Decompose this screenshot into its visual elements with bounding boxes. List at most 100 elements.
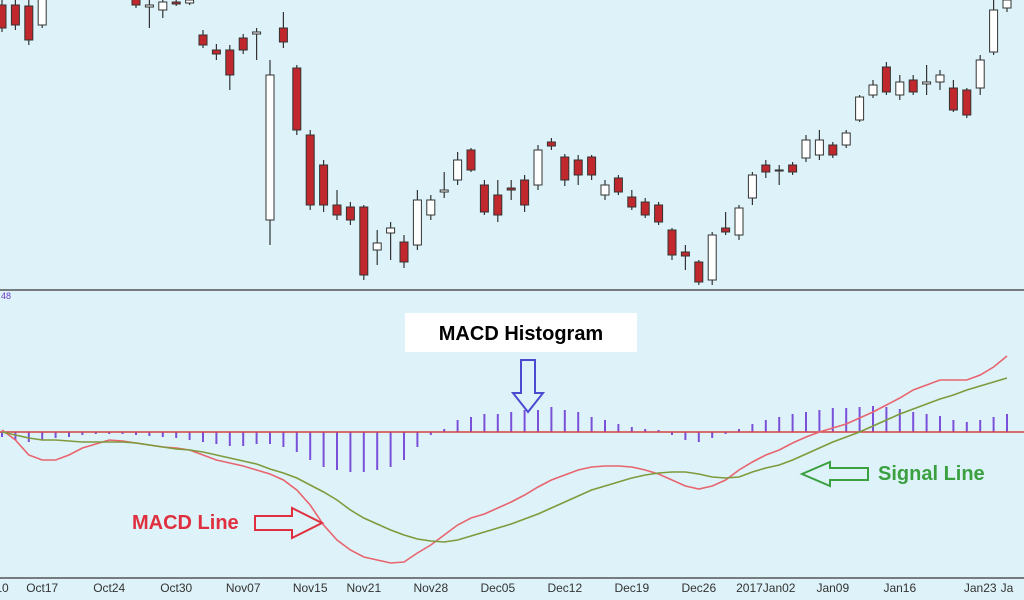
x-tick-label: Dec19 xyxy=(614,581,649,595)
candle-body xyxy=(828,144,838,156)
candle-body xyxy=(24,5,34,41)
candle-body xyxy=(747,174,757,199)
candle-body xyxy=(546,141,556,147)
macd-panel xyxy=(0,355,1024,564)
candle-body xyxy=(37,0,47,26)
candle-body xyxy=(292,67,302,131)
candle-body xyxy=(493,194,503,216)
candle-body xyxy=(238,37,248,51)
x-tick-label: Dec05 xyxy=(480,581,515,595)
candle-body xyxy=(694,261,704,283)
candle-body xyxy=(975,59,985,89)
candle-body xyxy=(680,251,690,257)
candle-body xyxy=(305,134,315,206)
corner-label: 48 xyxy=(1,291,11,301)
x-tick-label: Nov21 xyxy=(346,581,381,595)
candle-body xyxy=(908,79,918,93)
candle-body xyxy=(520,179,530,206)
candle-body xyxy=(587,156,597,176)
candle-body xyxy=(439,189,449,193)
candle-body xyxy=(412,199,422,246)
candle-body xyxy=(560,156,570,181)
candle-body xyxy=(788,164,798,173)
candle-body xyxy=(319,164,329,206)
candle-body xyxy=(506,187,516,191)
candle-body xyxy=(265,74,275,221)
arrow-signal-line xyxy=(799,460,869,488)
x-tick-label: Oct30 xyxy=(160,581,192,595)
x-tick-label: Dec12 xyxy=(547,581,582,595)
x-tick-label: Nov07 xyxy=(226,581,261,595)
annotation-macd-line: MACD Line xyxy=(132,512,239,534)
candle-body xyxy=(895,81,905,96)
candle-body xyxy=(600,184,610,196)
candle-body xyxy=(761,164,771,173)
candle-body xyxy=(721,227,731,233)
candle-body xyxy=(774,169,784,172)
x-tick-label: Jan23 xyxy=(964,581,997,595)
annotation-signal-line: Signal Line xyxy=(878,463,985,485)
annotation-histogram: MACD Histogram xyxy=(439,323,603,345)
candle-body xyxy=(158,1,168,11)
candle-body xyxy=(841,132,851,146)
candle-body xyxy=(801,139,811,159)
x-tick-label: Ja xyxy=(1001,581,1014,595)
candle-body xyxy=(935,74,945,83)
candle-body xyxy=(667,229,677,256)
x-tick-label: Dec26 xyxy=(681,581,716,595)
candle-body xyxy=(10,4,20,26)
candle-body xyxy=(453,159,463,181)
arrow-macd-line xyxy=(254,506,325,540)
price-panel xyxy=(0,0,1012,285)
candle-body xyxy=(479,184,489,213)
x-tick-label: Jan09 xyxy=(816,581,849,595)
x-tick-label: Nov15 xyxy=(293,581,328,595)
candle-body xyxy=(654,204,664,223)
candle-body xyxy=(359,206,369,276)
candle-body xyxy=(466,149,476,171)
candle-body xyxy=(144,4,154,8)
candle-body xyxy=(198,34,208,46)
candle-body xyxy=(573,159,583,176)
x-tick-label: 2017Jan02 xyxy=(736,581,796,595)
candle-body xyxy=(252,31,262,35)
candle-body xyxy=(225,49,235,76)
candle-body xyxy=(948,87,958,111)
candle-body xyxy=(185,0,195,4)
candle-body xyxy=(707,234,717,281)
candle-body xyxy=(0,4,7,29)
candle-body xyxy=(171,1,181,5)
x-tick-label: Nov28 xyxy=(413,581,448,595)
candle-body xyxy=(922,81,932,85)
candle-body xyxy=(211,49,221,55)
candle-body xyxy=(640,201,650,216)
candle-body xyxy=(386,227,396,234)
x-tick-label: Oct17 xyxy=(26,581,58,595)
candle-body xyxy=(345,206,355,221)
arrow-histogram xyxy=(510,359,546,414)
candle-body xyxy=(399,241,409,263)
candle-body xyxy=(855,96,865,121)
x-tick-label: Jan16 xyxy=(883,581,916,595)
candle-body xyxy=(278,27,288,43)
candle-body xyxy=(989,9,999,53)
candle-body xyxy=(533,149,543,186)
candle-body xyxy=(131,0,141,6)
candle-body xyxy=(881,66,891,93)
indicator-line xyxy=(1,377,1008,543)
x-tick-label: Oct24 xyxy=(93,581,125,595)
candle-body xyxy=(962,89,972,116)
candle-body xyxy=(1002,0,1012,9)
annotation-box xyxy=(405,313,637,352)
x-axis-labels: 10 Oct17 Oct24 Oct30 Nov07 Nov15 Nov21 Nov28 Dec… xyxy=(0,581,1014,595)
x-tick-label: 10 xyxy=(0,581,9,595)
candle-body xyxy=(814,139,824,156)
candle-body xyxy=(734,207,744,236)
candle-body xyxy=(426,199,436,216)
candle-body xyxy=(868,84,878,96)
candle-body xyxy=(627,196,637,208)
candle-body xyxy=(332,204,342,216)
